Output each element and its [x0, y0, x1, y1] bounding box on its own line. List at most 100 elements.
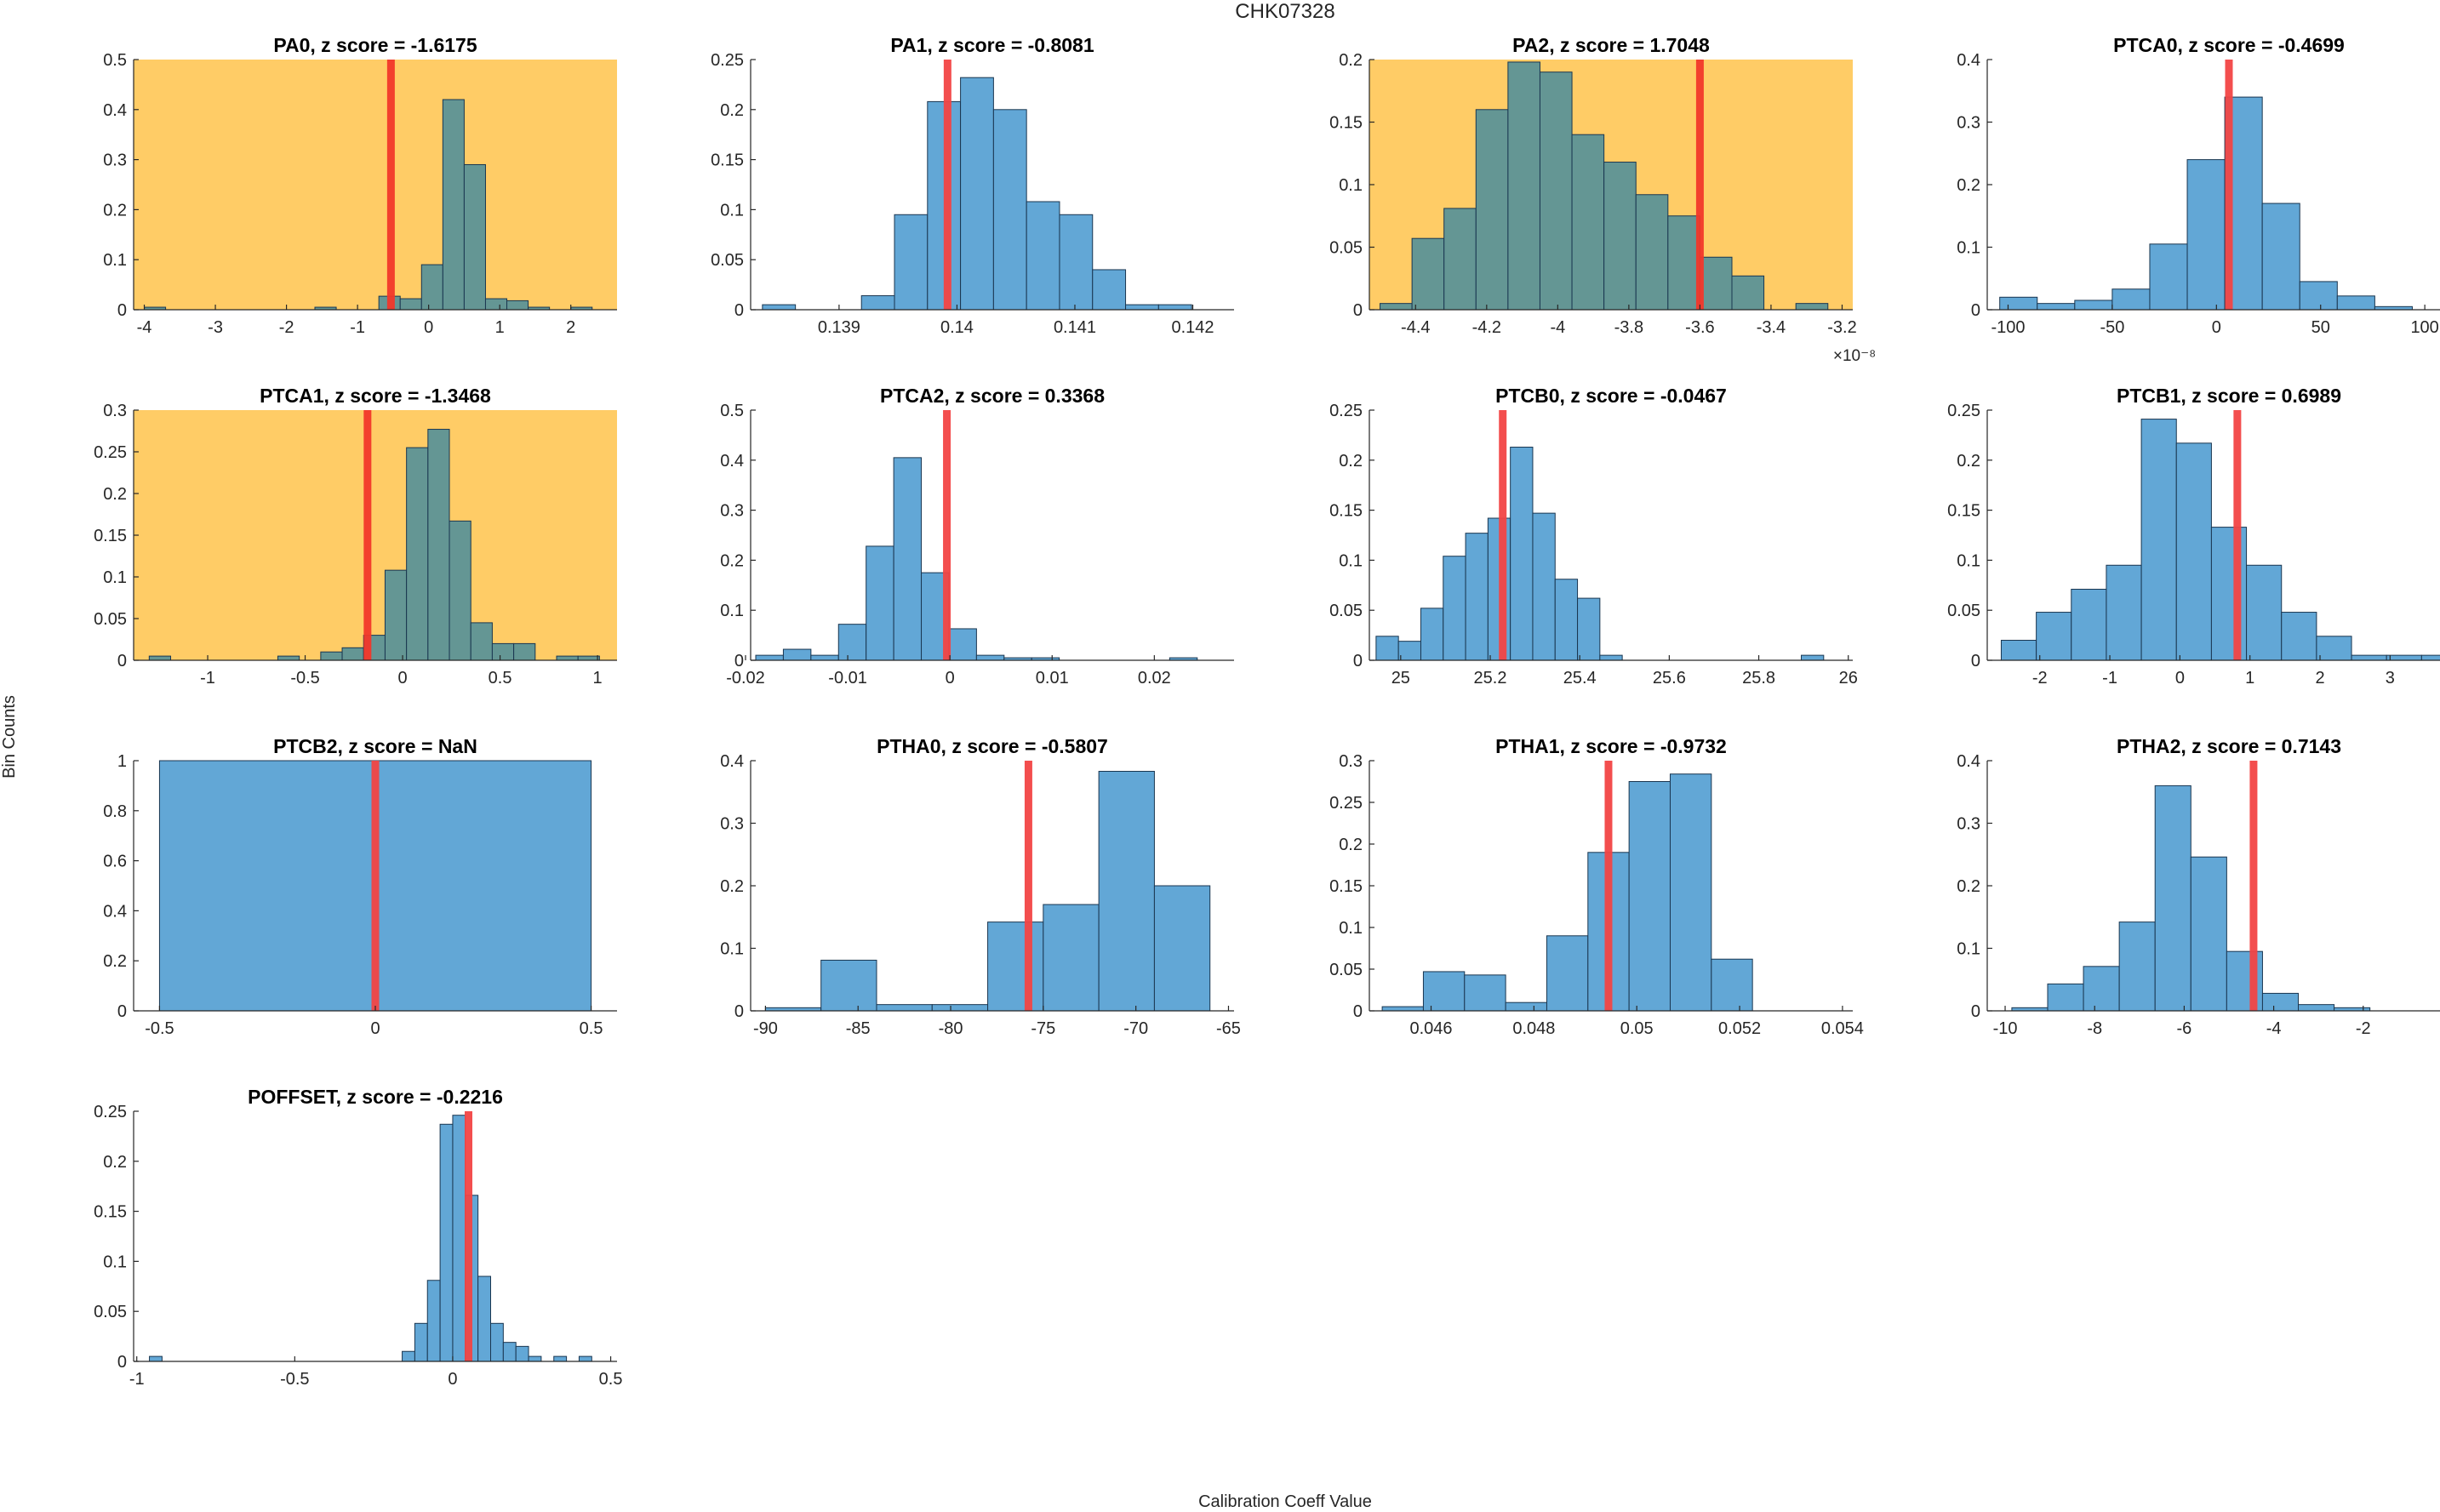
x-tick-label: -3.2 — [1827, 318, 1856, 337]
y-tick-label: 0.2 — [1957, 452, 1980, 471]
y-tick-label: 0 — [117, 301, 127, 320]
subplot-9: 0 0.2 0.4 0.6 0.8 1 -0.5 0 0.5 PTCB2, z score = N… — [103, 735, 617, 1038]
x-tick-label: 0 — [398, 669, 408, 688]
histogram-bar — [148, 655, 172, 661]
y-tick-label: 0.4 — [1957, 752, 1980, 771]
histogram-bar — [1577, 597, 1601, 661]
x-tick-label: 1 — [495, 318, 505, 337]
y-tick-label: 0 — [734, 652, 744, 670]
zscore-marker — [363, 410, 372, 660]
subplot-title: PA1, z score = -0.8081 — [890, 34, 1094, 56]
figure-title: CHK07328 — [1235, 0, 1334, 23]
x-tick-label: 0.02 — [1138, 669, 1171, 688]
y-tick-label: 0 — [1971, 1002, 1980, 1021]
y-tick-label: 0.3 — [720, 815, 744, 834]
histogram-bar — [491, 642, 515, 661]
zscore-marker — [1604, 761, 1613, 1011]
histogram-bar — [578, 1355, 592, 1362]
subplot-5: 0 0.05 0.1 0.15 0.2 0.25 0.3 -1 -0.5 0 0.5 1 PTCA1, … — [94, 385, 617, 688]
x-tick-label: 0.048 — [1512, 1019, 1555, 1038]
histogram-bar — [577, 655, 600, 661]
x-tick-label: -10 — [1993, 1019, 2018, 1038]
histogram-bar — [894, 214, 929, 311]
y-tick-label: 0.3 — [103, 402, 127, 420]
y-tick-label: 0 — [117, 1002, 127, 1021]
y-tick-label: 0.1 — [1339, 919, 1363, 938]
subplot-title: PA2, z score = 1.7048 — [1512, 34, 1710, 56]
histogram-bar — [755, 654, 784, 661]
subplot-title: PTCB1, z score = 0.6989 — [2117, 385, 2341, 407]
zscore-marker — [371, 761, 380, 1011]
x-tick-label: 0 — [2212, 318, 2221, 337]
x-tick-label: 0.5 — [599, 1370, 623, 1389]
histogram-bar — [2316, 636, 2352, 661]
histogram-bar — [1026, 201, 1060, 311]
subplot-12: 00.10.20.30.4-10-8-6-4-20×10⁻⁷PTHA2, z s… — [1957, 735, 2440, 1038]
axis-exponent: ×10⁻⁸ — [1833, 347, 1876, 365]
y-tick-label: 0.4 — [720, 752, 744, 771]
y-tick-label: 0 — [1353, 1002, 1363, 1021]
histogram-bar — [2175, 442, 2212, 661]
histogram-bar — [1699, 256, 1733, 311]
x-tick-label: -70 — [1123, 1019, 1148, 1038]
histogram-bar — [452, 1115, 466, 1362]
y-tick-label: 0.15 — [1947, 502, 1980, 521]
subplot-1: 0 0.1 0.2 0.3 0.4 0.5 -4 -3 -2 -1 0 1 2 PA0, z score … — [103, 34, 617, 337]
histogram-bar — [1098, 770, 1155, 1012]
histogram-bar — [1411, 237, 1445, 311]
y-tick-label: 0.25 — [1947, 402, 1980, 420]
histogram-bar — [1554, 579, 1579, 661]
y-tick-label: 0.05 — [1329, 961, 1363, 979]
histogram-bar — [484, 298, 508, 311]
histogram-bar — [2186, 159, 2226, 311]
histogram-bar — [1043, 904, 1100, 1012]
y-tick-label: 0.3 — [720, 502, 744, 521]
histogram-bar — [2298, 1004, 2335, 1012]
subplot-6: 0 0.1 0.2 0.3 0.4 0.5 -0.02 -0.01 0 0.01 0.02 PTCA2… — [720, 385, 1234, 688]
x-tick-label: 25.8 — [1742, 669, 1775, 688]
y-tick-label: 0.05 — [1329, 239, 1363, 258]
y-tick-label: 0.2 — [103, 1153, 127, 1172]
x-tick-label: 25 — [1391, 669, 1410, 688]
y-tick-label: 0.1 — [1957, 239, 1980, 258]
x-tick-label: -1 — [129, 1370, 145, 1389]
y-tick-label: 0.1 — [103, 1252, 127, 1271]
histogram-bar — [1599, 654, 1623, 661]
zscore-marker — [1024, 761, 1032, 1011]
histogram-bar — [1092, 269, 1127, 311]
histogram-bar — [1635, 194, 1669, 311]
x-tick-label: -4 — [137, 318, 152, 337]
subplot-7: 0 0.05 0.1 0.15 0.2 0.25 25 25.2 25.4 25.6 25.8 26 P… — [1329, 385, 1858, 688]
histogram-bar — [866, 545, 894, 661]
y-tick-label: 0.2 — [1957, 877, 1980, 896]
y-tick-label: 0.15 — [1329, 877, 1363, 896]
x-tick-label: -65 — [1216, 1019, 1241, 1038]
x-tick-label: 0.052 — [1718, 1019, 1761, 1038]
y-tick-label: 0 — [1971, 301, 1980, 320]
x-tick-label: 0.05 — [1620, 1019, 1654, 1038]
x-tick-label: 26 — [1839, 669, 1858, 688]
y-tick-label: 0 — [1353, 301, 1363, 320]
histogram-bar — [987, 921, 1044, 1012]
histogram-bar — [320, 651, 343, 661]
histogram-bar — [149, 1355, 163, 1362]
histogram-bar — [1397, 641, 1421, 661]
x-tick-label: -3.8 — [1614, 318, 1643, 337]
histogram-bar — [2299, 281, 2338, 311]
subplot-title: PTCA2, z score = 0.3368 — [880, 385, 1105, 407]
zscore-marker — [386, 60, 395, 310]
y-tick-label: 0.2 — [720, 877, 744, 896]
y-tick-label: 0.2 — [720, 551, 744, 570]
subplot-title: PTCA0, z score = -0.4699 — [2113, 34, 2345, 56]
histogram-bar — [477, 1275, 492, 1362]
subplot-4: 0 0.1 0.2 0.3 0.4 -100 -50 0 50 100 PTCA0, z score… — [1957, 34, 2440, 337]
histogram-bar — [820, 959, 877, 1012]
x-tick-label: 0.5 — [580, 1019, 603, 1038]
y-tick-label: 0.3 — [1339, 752, 1363, 771]
x-tick-label: -1 — [2102, 669, 2117, 688]
plot-background — [134, 60, 617, 310]
y-tick-label: 0.8 — [103, 802, 127, 821]
x-tick-label: -80 — [939, 1019, 963, 1038]
histogram-bar — [810, 654, 839, 661]
